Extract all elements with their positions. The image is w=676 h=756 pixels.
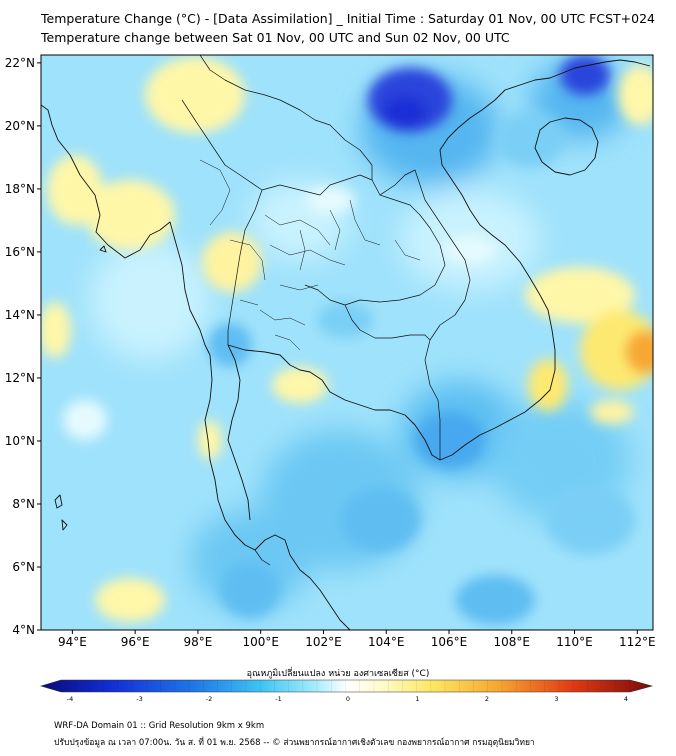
colorbar-segments xyxy=(60,680,631,692)
footer-line-2: ปรับปรุงข้อมูล ณ เวลา 07:00น. วัน ส. ที่… xyxy=(54,738,535,748)
myanmar-coastline xyxy=(41,104,211,356)
lon-tick-label: 108°E xyxy=(494,635,531,649)
lon-tick-label: 112°E xyxy=(619,635,656,649)
colorbar-ticks: -4 -3 -2 -1 0 1 2 3 4 xyxy=(67,695,628,703)
andaman-islands xyxy=(54,245,107,531)
colorbar-tick-label: -4 xyxy=(67,695,73,703)
cambodia-border xyxy=(344,304,431,341)
colorbar-tick-label: 1 xyxy=(415,695,419,703)
lon-tick-label: 100°E xyxy=(242,635,279,649)
hainan-island xyxy=(534,117,599,176)
gulf-of-thailand-coastline xyxy=(254,534,351,630)
lon-tick-label: 110°E xyxy=(556,635,593,649)
colorbar-tick-label: -1 xyxy=(275,695,281,703)
map-frame xyxy=(40,54,654,631)
colorbar-tick-label: -2 xyxy=(206,695,212,703)
lat-tick-label: 14°N xyxy=(5,308,35,322)
lat-tick-label: 10°N xyxy=(5,434,35,448)
thailand-laos-border xyxy=(261,174,446,306)
colorbar-tick-label: 2 xyxy=(485,695,489,703)
andaman-coastline xyxy=(204,354,256,551)
malaysia-border xyxy=(254,549,271,566)
china-border xyxy=(199,55,373,180)
lon-tick-label: 104°E xyxy=(368,635,405,649)
coastline-border-lines xyxy=(41,55,651,630)
lon-tick-label: 102°E xyxy=(305,635,342,649)
lat-tick-label: 12°N xyxy=(5,371,35,385)
myanmar-thailand-border xyxy=(181,99,263,345)
south-china-coastline xyxy=(564,59,651,73)
lat-tick-label: 16°N xyxy=(5,245,35,259)
colorbar-tick-label: 3 xyxy=(554,695,558,703)
colorbar-title: อุณหภูมิเปลี่ยนแปลง หน่วย องศาเซลเซียส (… xyxy=(246,669,430,679)
province-lines xyxy=(199,159,421,351)
temperature-change-field xyxy=(41,55,653,630)
gulf-north-coastline xyxy=(227,344,441,461)
lat-tick-label: 20°N xyxy=(5,119,35,133)
title-line-2: Temperature change between Sat 01 Nov, 0… xyxy=(41,30,510,45)
lon-tick-label: 98°E xyxy=(183,635,212,649)
lon-tick-label: 96°E xyxy=(121,635,150,649)
lat-tick-label: 4°N xyxy=(12,623,35,637)
lat-tick-label: 6°N xyxy=(12,560,35,574)
gulf-west-coastline xyxy=(227,344,251,521)
longitude-axis: 94°E 96°E 98°E 100°E 102°E 104°E 106°E 108°E 110… xyxy=(58,630,656,649)
lat-tick-label: 22°N xyxy=(5,56,35,70)
footer-line-1: WRF-DA Domain 01 :: Grid Resolution 9km … xyxy=(54,721,265,731)
vietnam-coastline xyxy=(439,71,566,461)
latitude-axis: 22°N 20°N 18°N 16°N 14°N 12°N 10°N 8°N 6°N 4°N xyxy=(5,56,41,637)
colorbar-tick-label: 4 xyxy=(624,695,628,703)
lat-tick-label: 8°N xyxy=(12,497,35,511)
colorbar: -4 -3 -2 -1 0 1 2 3 4 xyxy=(39,679,654,703)
colorbar-tick-label: 0 xyxy=(346,695,350,703)
colorbar-tick-label: -3 xyxy=(136,695,142,703)
lon-tick-label: 106°E xyxy=(431,635,468,649)
lat-tick-label: 18°N xyxy=(5,182,35,196)
laos-vietnam-border xyxy=(379,169,471,460)
title-line-1: Temperature Change (°C) - [Data Assimila… xyxy=(41,11,656,26)
colorbar-bar xyxy=(39,679,654,693)
lon-tick-label: 94°E xyxy=(58,635,87,649)
